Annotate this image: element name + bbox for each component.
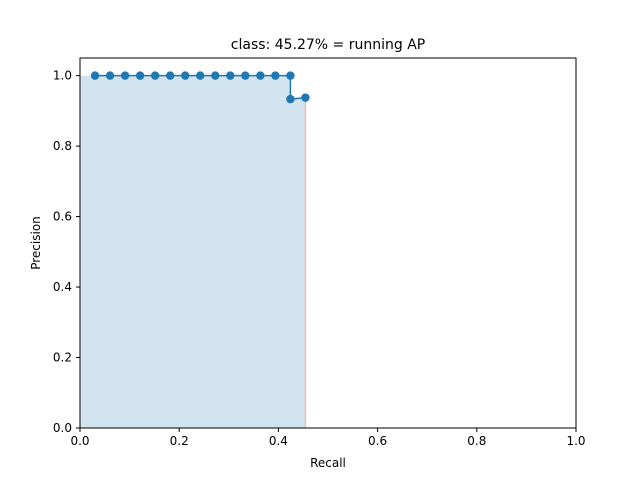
data-point bbox=[135, 71, 145, 80]
y-tick-label: 0.4 bbox=[53, 280, 72, 294]
series-line-0 bbox=[95, 74, 306, 100]
y-tick-label: 1.0 bbox=[53, 69, 72, 83]
data-point bbox=[181, 71, 190, 80]
data-point bbox=[120, 71, 130, 80]
plot-frame bbox=[79, 57, 577, 429]
x-tick-label: 0.2 bbox=[170, 434, 189, 448]
data-point bbox=[271, 71, 280, 80]
plot-layer bbox=[80, 71, 310, 429]
y-tick-label: 0.6 bbox=[53, 210, 72, 224]
y-tick-label: 0.8 bbox=[53, 139, 72, 153]
data-point bbox=[150, 71, 160, 80]
x-axis-label: Recall bbox=[310, 456, 346, 470]
x-tick-label: 1.0 bbox=[566, 434, 585, 448]
y-tick-label: 0.0 bbox=[53, 421, 72, 435]
x-tick-label: 0.4 bbox=[269, 434, 288, 448]
data-point bbox=[256, 71, 265, 80]
data-point bbox=[286, 94, 295, 104]
data-point bbox=[165, 71, 175, 80]
data-point bbox=[301, 93, 310, 102]
data-point bbox=[105, 71, 115, 80]
ap-area-fill bbox=[80, 75, 306, 429]
data-point bbox=[211, 71, 220, 80]
x-tick-label: 0.6 bbox=[368, 434, 387, 448]
data-point bbox=[226, 71, 235, 80]
chart-title: class: 45.27% = running AP bbox=[231, 37, 425, 53]
data-point bbox=[286, 71, 295, 80]
ticks-layer: 0.0 0.2 0.4 0.6 0.8 1.0 0.0 0.2 0.4 0.6 0.8 1.0 bbox=[53, 69, 586, 448]
data-point bbox=[90, 71, 100, 80]
y-tick-label: 0.2 bbox=[53, 351, 72, 365]
data-point bbox=[196, 71, 205, 80]
x-tick-label: 0.0 bbox=[70, 434, 89, 448]
y-axis-label: Precision bbox=[29, 216, 43, 270]
data-point bbox=[241, 71, 250, 80]
x-tick-label: 0.8 bbox=[467, 434, 486, 448]
